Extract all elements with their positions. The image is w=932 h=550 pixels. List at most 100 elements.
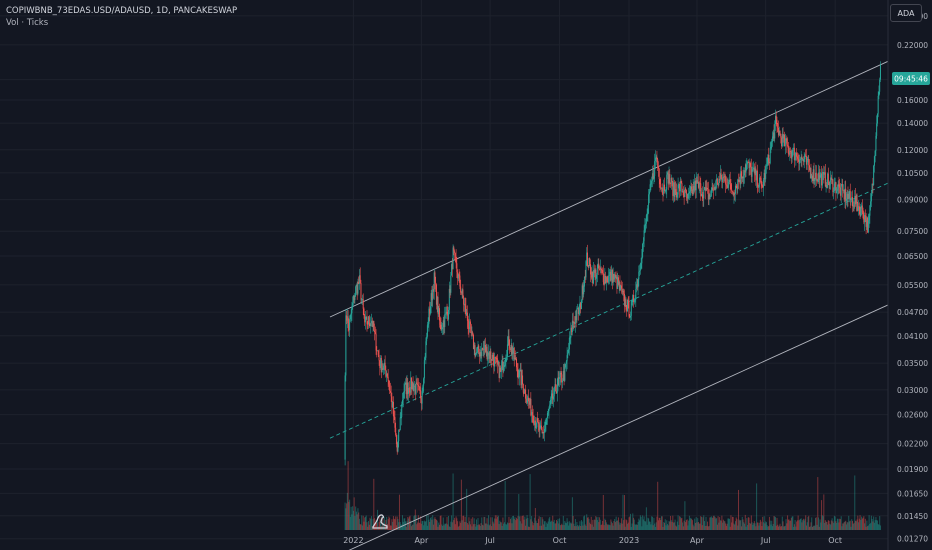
- candle-body: [590, 274, 592, 278]
- candle-body: [420, 398, 422, 404]
- candle-body: [593, 270, 595, 273]
- candle-body: [619, 282, 621, 291]
- candle-body: [484, 344, 486, 350]
- symbol-title[interactable]: COPIWBNB_73EDAS.USD/ADAUSD, 1D, PANCAKES…: [6, 6, 238, 16]
- volume-bar: [727, 518, 729, 530]
- volume-bar: [361, 515, 363, 530]
- volume-bar: [503, 522, 505, 530]
- volume-bar: [645, 521, 647, 530]
- price-tick-label: 0.09000: [897, 196, 928, 205]
- candle-body: [639, 270, 641, 272]
- candle-body: [802, 159, 804, 161]
- price-tick-label: 0.02600: [897, 411, 928, 420]
- candle-body: [721, 178, 723, 183]
- volume-bar: [765, 522, 767, 530]
- candle-body: [355, 286, 357, 294]
- volume-bar: [435, 519, 437, 530]
- candle-body: [496, 357, 498, 360]
- candle-body: [477, 345, 479, 349]
- volume-bar: [464, 516, 466, 530]
- volume-bar: [354, 516, 356, 530]
- volume-bar: [533, 523, 535, 530]
- candle-body: [656, 156, 658, 160]
- candle-body: [386, 373, 388, 377]
- volume-bar: [460, 522, 462, 530]
- candle-body: [370, 323, 372, 327]
- candle-body: [479, 352, 481, 357]
- candle-body: [433, 272, 435, 292]
- candle-body: [727, 185, 729, 188]
- volume-bar: [371, 526, 373, 530]
- candle-body: [599, 267, 601, 270]
- volume-bar: [698, 523, 700, 530]
- candle-body: [817, 179, 819, 182]
- candle-body: [478, 345, 480, 353]
- volume-bar: [616, 520, 618, 530]
- candle-body: [725, 176, 727, 185]
- candle-body: [873, 156, 875, 166]
- price-tick-label: 0.01650: [897, 489, 928, 498]
- volume-bar: [513, 518, 515, 530]
- volume-bar: [827, 520, 829, 530]
- candle-body: [379, 360, 381, 369]
- candle-body: [734, 193, 736, 195]
- volume-bar: [411, 524, 413, 530]
- volume-bar: [670, 515, 672, 530]
- volume-bar: [360, 524, 362, 530]
- candle-body: [544, 424, 546, 430]
- volume-bar: [359, 524, 361, 530]
- candle-body: [753, 167, 755, 169]
- volume-bar: [373, 478, 375, 530]
- candle-body: [627, 299, 629, 302]
- time-axis[interactable]: 2022 Apr Jul Oct 2023 Apr Jul Oct: [343, 536, 842, 545]
- last-price-tag-box: [892, 72, 930, 85]
- time-tick-label: Oct: [553, 536, 567, 545]
- candle-body: [469, 321, 471, 329]
- volume-bar: [594, 519, 596, 530]
- candle-body: [560, 372, 562, 375]
- volume-bar: [798, 520, 800, 530]
- volume-bar: [466, 488, 468, 530]
- volume-bar: [383, 522, 385, 530]
- candle-body: [808, 165, 810, 171]
- volume-bar: [606, 524, 608, 530]
- volume-bar: [747, 525, 749, 530]
- last-price-tag: 09:45:46: [892, 72, 930, 85]
- candle-body: [661, 188, 663, 193]
- currency-button[interactable]: ADA: [890, 4, 922, 22]
- volume-bar: [361, 525, 363, 530]
- regression-channel[interactable]: [329, 60, 889, 550]
- candle-body: [440, 324, 442, 330]
- volume-bar: [628, 517, 630, 530]
- price-tick-label: 0.03500: [897, 359, 928, 368]
- candle-body: [454, 251, 456, 253]
- volume-bar: [869, 523, 871, 530]
- candle-body: [444, 314, 446, 327]
- candle-body: [711, 187, 713, 193]
- volume-bar: [590, 524, 592, 530]
- candle-body: [838, 184, 840, 187]
- candle-body: [687, 193, 689, 199]
- candle-body: [553, 386, 555, 397]
- candle-body: [572, 320, 574, 324]
- volume-bar: [876, 520, 878, 530]
- candle-body: [744, 170, 746, 176]
- volume-bar: [756, 483, 758, 530]
- candle-body: [655, 156, 657, 158]
- candle-body: [714, 187, 716, 190]
- candle-body: [795, 152, 797, 158]
- volume-indicator-label[interactable]: Vol · Ticks: [6, 18, 49, 28]
- volume-bar: [796, 520, 798, 530]
- volume-bar: [557, 518, 559, 530]
- price-tick-label: 0.01450: [897, 512, 928, 521]
- tradingview-logo-icon[interactable]: [370, 510, 390, 530]
- candle-body: [359, 275, 361, 284]
- volume-bar: [663, 522, 665, 530]
- candle-body: [425, 341, 427, 358]
- volume-bar: [376, 522, 378, 530]
- volume-bar: [829, 523, 831, 530]
- candle-body: [874, 150, 876, 157]
- volume-bar: [816, 524, 818, 530]
- candle-body: [417, 384, 419, 385]
